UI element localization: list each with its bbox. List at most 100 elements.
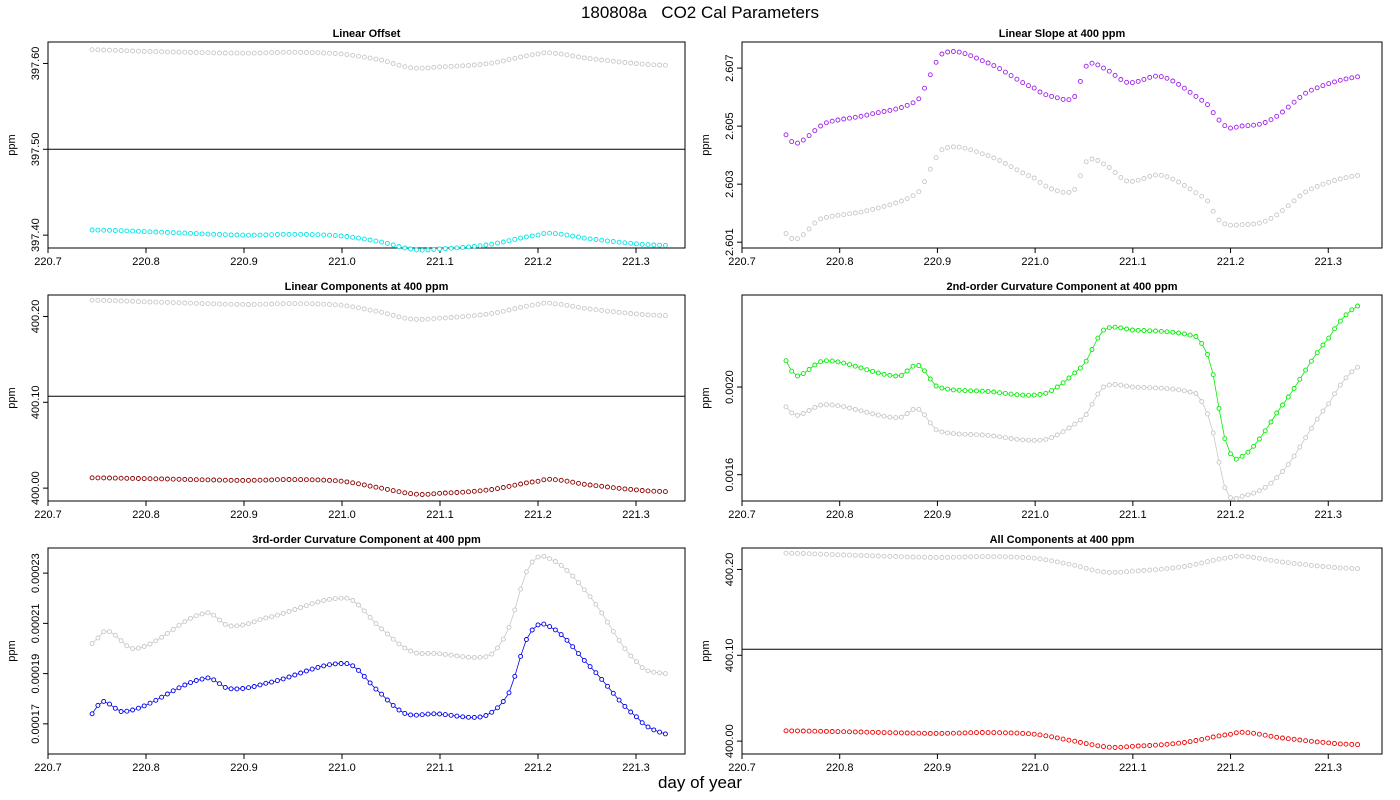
data-point	[1002, 435, 1008, 441]
data-point	[662, 671, 668, 677]
data-point	[1002, 390, 1008, 396]
data-point	[1141, 743, 1147, 749]
data-point	[1147, 74, 1153, 80]
data-point	[1332, 391, 1337, 397]
data-point	[153, 49, 159, 55]
data-point	[217, 477, 222, 483]
data-point	[564, 567, 570, 573]
data-point	[806, 408, 812, 413]
data-point	[910, 363, 916, 369]
data-point	[1072, 370, 1078, 376]
data-point	[164, 630, 170, 636]
data-point	[1083, 565, 1089, 571]
data-point	[141, 644, 147, 649]
data-point	[298, 605, 304, 610]
data-point	[939, 51, 945, 57]
data-point	[829, 552, 835, 558]
data-point	[552, 559, 558, 564]
data-point	[1002, 730, 1008, 736]
data-point	[1343, 565, 1349, 571]
data-point	[1101, 327, 1106, 333]
data-point	[170, 300, 176, 306]
y-tick-label: 400.00	[30, 471, 42, 505]
data-point	[402, 315, 408, 321]
data-point	[141, 703, 147, 709]
data-point	[593, 237, 599, 242]
data-point	[535, 301, 541, 307]
data-point	[338, 478, 344, 484]
data-point	[1181, 331, 1187, 337]
data-point	[991, 155, 997, 161]
data-point	[1228, 125, 1233, 131]
data-point	[1112, 324, 1118, 330]
data-point	[657, 488, 663, 494]
data-point	[1054, 735, 1060, 741]
data-point	[1228, 495, 1233, 501]
data-point	[795, 728, 800, 734]
data-point	[234, 623, 240, 629]
data-point	[176, 622, 182, 628]
data-point	[933, 554, 939, 560]
data-point	[1222, 555, 1228, 561]
x-tick-label: 221.2	[1217, 256, 1245, 268]
data-point	[402, 245, 408, 251]
data-point	[829, 358, 835, 364]
data-point	[327, 232, 332, 238]
x-tick-label: 220.8	[826, 762, 854, 774]
data-point	[1320, 408, 1326, 414]
data-point	[1291, 453, 1297, 459]
data-point	[356, 481, 361, 487]
data-point	[1233, 553, 1239, 559]
x-tick-label: 220.9	[924, 256, 952, 268]
data-point	[1343, 375, 1349, 381]
data-point	[396, 489, 402, 495]
data-point	[639, 61, 645, 67]
data-point	[1320, 83, 1326, 89]
data-point	[904, 196, 910, 202]
data-point	[939, 385, 945, 391]
data-point	[847, 729, 852, 735]
y-tick-label: 2.601	[724, 228, 736, 256]
data-point	[1256, 731, 1262, 737]
data-point	[101, 629, 107, 635]
x-tick-label: 221.0	[1021, 762, 1049, 774]
data-point	[1083, 358, 1089, 364]
data-point	[332, 661, 338, 667]
data-point	[367, 55, 373, 61]
data-point	[1251, 490, 1257, 496]
data-point	[512, 55, 518, 61]
y-tick-label: 2.607	[724, 54, 736, 82]
data-point	[933, 383, 939, 389]
data-point	[379, 239, 385, 245]
data-point	[280, 49, 286, 55]
data-point	[321, 598, 327, 603]
data-point	[1077, 417, 1083, 423]
data-point	[95, 47, 101, 53]
data-point	[1256, 488, 1262, 494]
data-point	[495, 705, 500, 711]
data-point	[286, 609, 292, 614]
data-point	[657, 729, 663, 735]
data-point	[1280, 109, 1285, 115]
data-point	[1170, 565, 1176, 571]
data-point	[257, 301, 263, 307]
data-point	[800, 411, 806, 416]
plot-frame	[47, 41, 686, 249]
data-point	[639, 665, 645, 671]
data-point	[1349, 565, 1355, 571]
data-point	[1268, 215, 1274, 221]
data-point	[783, 728, 789, 734]
data-point	[1337, 565, 1343, 571]
data-point	[922, 730, 927, 736]
data-point	[107, 701, 112, 707]
data-point	[373, 308, 379, 314]
data-point	[628, 486, 634, 492]
data-point	[1066, 561, 1072, 567]
data-point	[495, 310, 500, 315]
data-point	[159, 694, 165, 700]
data-point	[933, 427, 939, 433]
data-point	[1147, 743, 1153, 748]
data-point	[800, 728, 806, 734]
data-point	[471, 714, 477, 720]
